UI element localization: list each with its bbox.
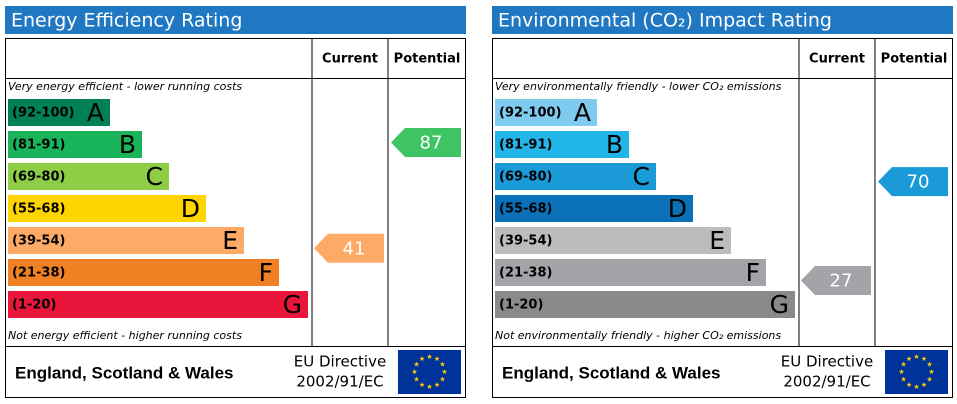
rating-arrow (878, 167, 948, 197)
top-note: Very environmentally friendly - lower CO… (495, 80, 782, 93)
eu-flag (398, 350, 461, 394)
band-range: (69-80) (499, 170, 552, 185)
title-bar (5, 6, 466, 34)
eu-star: ★ (906, 355, 912, 363)
band-letter: C (146, 162, 163, 191)
band-letter: B (606, 130, 623, 159)
eu-star: ★ (900, 376, 906, 384)
eu-star: ★ (900, 361, 906, 369)
band-letter: E (222, 226, 238, 255)
band-letter: A (574, 98, 591, 127)
band-letter: E (709, 226, 725, 255)
column-header: Potential (394, 52, 461, 67)
rating-band (495, 99, 597, 126)
eu-star: ★ (921, 355, 927, 363)
bottom-note: Not environmentally friendly - higher CO… (495, 329, 781, 342)
eu-star: ★ (439, 376, 445, 384)
rating-band (8, 195, 206, 222)
eu-star: ★ (898, 368, 904, 376)
eu-star: ★ (913, 353, 919, 361)
rating-value: 87 (420, 133, 443, 154)
title-bar (492, 6, 953, 34)
bottom-note: Not energy efficient - higher running co… (8, 329, 242, 342)
rating-value: 41 (343, 238, 366, 259)
band-range: (39-54) (12, 234, 65, 249)
panel-frame (492, 38, 953, 398)
eu-star: ★ (419, 381, 425, 389)
footer-directive: 2002/91/EC (296, 373, 383, 391)
panel-title: Environmental (CO₂) Impact Rating (498, 10, 832, 32)
band-range: (81-91) (499, 138, 552, 153)
eu-star: ★ (434, 381, 440, 389)
eu-star: ★ (413, 376, 419, 384)
rating-band (8, 291, 308, 318)
rating-band (8, 163, 169, 190)
eu-star: ★ (906, 381, 912, 389)
column-header: Potential (881, 52, 948, 67)
band-letter: B (119, 130, 136, 159)
eu-star: ★ (426, 383, 432, 391)
eu-star: ★ (921, 381, 927, 389)
footer-directive: EU Directive (294, 353, 386, 371)
band-range: (21-38) (499, 266, 552, 281)
band-range: (1-20) (499, 298, 543, 313)
rating-value: 70 (907, 172, 930, 193)
panel-frame (5, 38, 466, 398)
footer-directive: 2002/91/EC (783, 373, 870, 391)
rating-band (8, 259, 279, 286)
band-range: (69-80) (12, 170, 65, 185)
band-letter: G (283, 290, 302, 319)
panel-title: Energy Efficiency Rating (11, 10, 242, 32)
band-range: (55-68) (499, 202, 552, 217)
rating-arrow (314, 233, 384, 263)
band-letter: C (633, 162, 650, 191)
band-range: (55-68) (12, 202, 65, 217)
band-letter: D (668, 194, 687, 223)
column-header: Current (809, 52, 865, 67)
band-letter: F (259, 258, 273, 287)
footer-directive: EU Directive (781, 353, 873, 371)
rating-band (8, 99, 110, 126)
eu-star: ★ (913, 383, 919, 391)
eu-star: ★ (426, 353, 432, 361)
rating-arrow (801, 266, 871, 295)
rating-band (495, 259, 766, 286)
rating-band (495, 227, 731, 254)
eu-star: ★ (926, 376, 932, 384)
column-header: Current (322, 52, 378, 67)
rating-band (8, 131, 142, 158)
eu-flag (885, 350, 948, 394)
eu-star: ★ (413, 361, 419, 369)
eu-star: ★ (419, 355, 425, 363)
rating-panel: Energy Efficiency Rating Current Potential… (5, 6, 466, 398)
rating-band (495, 163, 656, 190)
eu-star: ★ (441, 368, 447, 376)
band-letter: A (87, 98, 104, 127)
band-range: (21-38) (12, 266, 65, 281)
rating-value: 27 (830, 271, 853, 292)
footer-region: England, Scotland & Wales (502, 363, 721, 382)
eu-star: ★ (928, 368, 934, 376)
rating-band (495, 131, 629, 158)
rating-band (495, 291, 795, 318)
band-letter: D (181, 194, 200, 223)
band-range: (39-54) (499, 234, 552, 249)
band-range: (81-91) (12, 138, 65, 153)
band-range: (92-100) (12, 106, 75, 121)
rating-arrow (391, 128, 461, 157)
top-note: Very energy efficient - lower running co… (8, 80, 242, 93)
eu-star: ★ (411, 368, 417, 376)
band-range: (1-20) (12, 298, 56, 313)
band-letter: F (746, 258, 760, 287)
eu-star: ★ (434, 355, 440, 363)
band-letter: G (770, 290, 789, 319)
eu-star: ★ (926, 361, 932, 369)
footer-region: England, Scotland & Wales (15, 363, 234, 382)
rating-band (495, 195, 693, 222)
rating-panel: Environmental (CO₂) Impact Rating Current… (492, 6, 953, 398)
eu-star: ★ (439, 361, 445, 369)
band-range: (92-100) (499, 106, 562, 121)
rating-band (8, 227, 244, 254)
